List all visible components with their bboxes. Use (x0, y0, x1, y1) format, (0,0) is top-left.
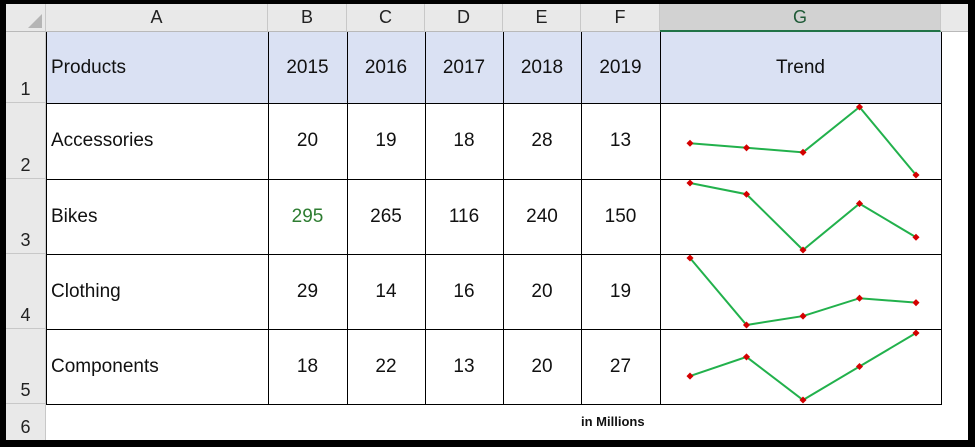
cell-value[interactable]: 116 (448, 205, 480, 227)
cell-value[interactable]: 20 (531, 355, 553, 377)
cell-value[interactable]: 22 (375, 355, 397, 377)
cell-value[interactable]: 27 (609, 355, 632, 377)
cell-b1-year[interactable]: 2015 (286, 56, 329, 78)
cell-value[interactable]: 28 (531, 130, 553, 151)
row-header-1[interactable]: 1 (6, 32, 46, 103)
units-note: in Millions (581, 413, 645, 429)
row-header-6[interactable]: 6 (6, 404, 46, 440)
sparkline-line (689, 105, 917, 176)
sparkline-marker (686, 254, 694, 262)
column-header-f[interactable]: F (581, 4, 660, 32)
sparkline-marker (686, 372, 694, 380)
column-header-d[interactable]: D (425, 4, 503, 32)
grid-border (941, 32, 942, 404)
row-header-3[interactable]: 3 (6, 179, 46, 254)
sparkline-marker (912, 233, 920, 241)
column-header-filler (941, 4, 968, 32)
cell-d1-year[interactable]: 2017 (442, 56, 486, 78)
cell-c1-year[interactable]: 2016 (364, 56, 408, 78)
column-header-c[interactable]: C (347, 4, 425, 32)
grid-border (46, 32, 47, 404)
row-header-4[interactable]: 4 (6, 254, 46, 329)
select-all-triangle-icon (28, 14, 42, 28)
sparkline-components (686, 329, 920, 404)
sparkline-bikes (686, 179, 920, 254)
sparkline-accessories (686, 103, 920, 179)
cell-value[interactable]: 18 (453, 130, 475, 151)
sparkline-marker (799, 246, 807, 254)
grid-border (425, 32, 426, 404)
cell-product[interactable]: Components (51, 355, 159, 377)
sparkline-marker (799, 396, 807, 404)
grid-border (581, 32, 582, 404)
sparkline-marker (912, 171, 920, 179)
sparkline-marker (799, 148, 807, 156)
sparkline-marker (686, 179, 694, 187)
cell-value[interactable]: 150 (604, 205, 637, 227)
sparkline-line (689, 182, 917, 252)
grid-border (46, 254, 942, 255)
sparkline-marker (742, 144, 751, 152)
sparkline-marker (686, 139, 694, 147)
column-header-b[interactable]: B (268, 4, 347, 32)
sparkline-marker (855, 362, 864, 371)
cell-g1-trend[interactable]: Trend (776, 56, 825, 78)
cell-value[interactable]: 19 (609, 280, 632, 302)
cell-value[interactable]: 16 (453, 280, 475, 302)
cell-f1-year[interactable]: 2019 (599, 56, 642, 78)
cell-value-highlighted[interactable]: 295 (291, 205, 324, 227)
sparkline-line (689, 332, 917, 402)
sparkline-marker (855, 294, 864, 302)
grid-border (660, 32, 661, 404)
grid-border (46, 404, 942, 405)
spreadsheet-window: A B C D E F G 1 2 3 4 5 6 Products 2015 … (6, 4, 968, 440)
cell-value[interactable]: 20 (531, 280, 553, 302)
cell-product[interactable]: Bikes (51, 205, 98, 227)
column-header-e[interactable]: E (503, 4, 581, 32)
row-header-2[interactable]: 2 (6, 103, 46, 179)
sparkline-clothing (686, 254, 920, 329)
grid-border (46, 103, 942, 104)
cell-value[interactable]: 29 (296, 280, 319, 302)
select-all-button[interactable] (6, 4, 46, 32)
row-header-5[interactable]: 5 (6, 329, 46, 404)
cell-product[interactable]: Accessories (51, 130, 154, 151)
column-header-a[interactable]: A (46, 4, 268, 32)
grid-border (347, 32, 348, 404)
cell-value[interactable]: 240 (526, 205, 558, 227)
sparkline-marker (799, 312, 807, 320)
cell-a1-products[interactable]: Products (51, 56, 126, 78)
sparkline-marker (855, 103, 864, 111)
grid-border (503, 32, 504, 404)
cell-e1-year[interactable]: 2018 (520, 56, 564, 78)
cell-value[interactable]: 265 (370, 205, 402, 227)
cell-value[interactable]: 13 (609, 130, 632, 151)
sparkline-marker (912, 299, 920, 307)
sparkline-marker (912, 329, 920, 337)
grid-border (268, 32, 269, 404)
grid-border (46, 329, 942, 330)
cell-value[interactable]: 20 (296, 130, 319, 151)
cell-value[interactable]: 18 (296, 355, 319, 377)
cell-value[interactable]: 14 (375, 280, 397, 302)
sparkline-marker (742, 321, 751, 329)
cell-value[interactable]: 19 (375, 130, 397, 151)
grid-border (46, 179, 942, 180)
cell-product[interactable]: Clothing (51, 280, 121, 302)
header-row-fill (46, 32, 941, 103)
sparkline-marker (742, 190, 751, 198)
column-header-g[interactable]: G (660, 4, 941, 32)
cell-value[interactable]: 13 (453, 355, 475, 377)
